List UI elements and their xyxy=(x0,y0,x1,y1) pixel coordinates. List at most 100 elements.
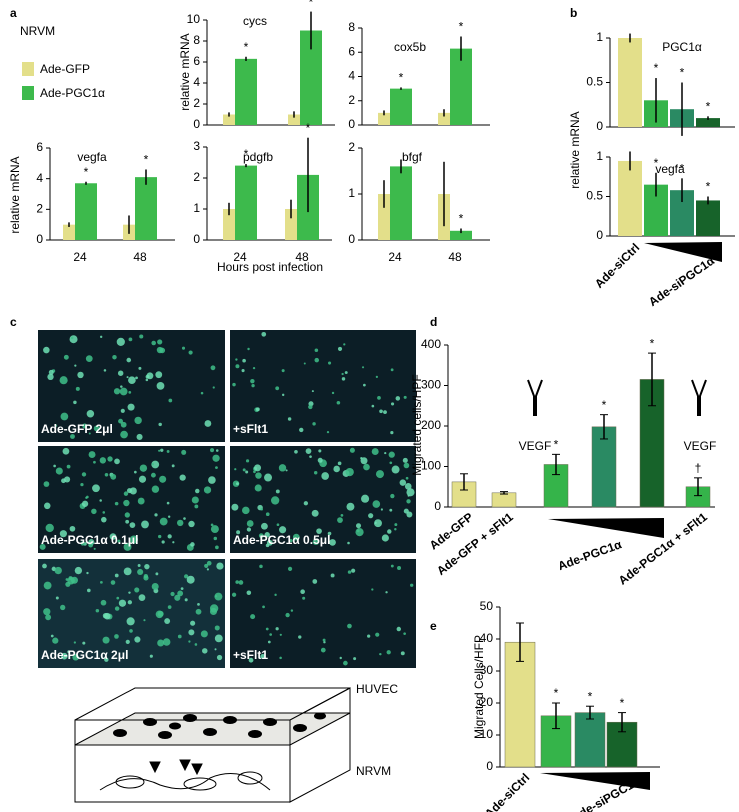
cell xyxy=(242,506,250,515)
cell xyxy=(214,634,223,643)
cell xyxy=(265,512,270,517)
group-label: Ade-siPGC1α xyxy=(646,253,717,309)
x-tick-label: 24 xyxy=(233,250,247,264)
significance-mark: * xyxy=(84,165,89,179)
cell xyxy=(388,451,395,458)
cell xyxy=(389,508,393,512)
cell xyxy=(267,640,271,644)
y-tick-label: 1 xyxy=(193,201,200,215)
cell xyxy=(72,654,79,661)
y-tick-label: 3 xyxy=(193,139,200,153)
cell xyxy=(383,410,387,415)
y-tick-label: 2 xyxy=(348,93,355,107)
cell xyxy=(276,523,280,527)
cell xyxy=(145,378,149,382)
y-tick-label: 0 xyxy=(596,119,603,133)
y-tick-label: 400 xyxy=(421,337,441,351)
cell xyxy=(126,376,129,379)
significance-mark: * xyxy=(706,99,711,113)
cell xyxy=(261,522,268,530)
cell xyxy=(384,451,387,455)
cell xyxy=(214,592,223,601)
cell xyxy=(242,468,246,472)
cell xyxy=(403,462,410,469)
cell xyxy=(117,370,124,376)
dose-wedge xyxy=(540,772,650,790)
cell xyxy=(86,588,91,593)
diagram-label: NRVM xyxy=(356,764,391,778)
y-tick-label: 0 xyxy=(348,117,355,131)
cell xyxy=(43,346,50,354)
antibody-icon xyxy=(691,379,707,416)
cell xyxy=(113,388,121,395)
cell xyxy=(54,424,58,427)
bar xyxy=(618,160,642,236)
cell xyxy=(303,501,309,506)
cell xyxy=(396,626,401,632)
cell xyxy=(326,430,330,434)
cell xyxy=(314,357,320,363)
cell xyxy=(134,587,140,593)
cell xyxy=(242,358,246,363)
cell xyxy=(285,469,288,472)
y-tick-label: 20 xyxy=(480,695,494,709)
cell xyxy=(235,358,238,361)
cell xyxy=(331,391,335,395)
cell xyxy=(160,448,164,452)
panel-label: c xyxy=(10,315,17,329)
cell xyxy=(143,619,146,622)
cell xyxy=(59,376,68,385)
x-axis-label: Hours post infection xyxy=(217,260,323,274)
cell xyxy=(123,543,132,551)
significance-mark: * xyxy=(680,162,685,176)
legend-swatch xyxy=(22,86,34,100)
cell xyxy=(371,448,379,456)
cell xyxy=(139,334,144,339)
y-axis-label: relative mRNA xyxy=(8,156,22,233)
cell xyxy=(92,484,100,493)
cell xyxy=(158,422,162,427)
cell xyxy=(231,503,239,511)
cell xyxy=(203,486,212,494)
y-tick-label: 2 xyxy=(193,96,200,110)
cell xyxy=(264,532,270,538)
cell xyxy=(176,519,184,527)
cell xyxy=(206,560,212,566)
cell xyxy=(155,371,163,379)
cell xyxy=(275,386,280,391)
cell xyxy=(405,476,409,480)
cell xyxy=(119,387,128,396)
cell xyxy=(275,489,280,494)
cell xyxy=(204,563,209,569)
cell xyxy=(124,512,130,518)
cell xyxy=(394,523,398,527)
cell xyxy=(39,543,46,550)
group-label: Ade-PGC1α xyxy=(556,537,624,573)
cell xyxy=(259,564,263,569)
panel-title: NRVM xyxy=(20,24,55,38)
cell xyxy=(377,396,381,400)
cell xyxy=(135,376,138,380)
y-tick-label: 2 xyxy=(193,170,200,184)
cell xyxy=(43,481,50,487)
cell xyxy=(157,639,165,647)
cell xyxy=(149,654,153,658)
micrograph-bg xyxy=(230,330,416,442)
bar xyxy=(591,426,617,508)
cell xyxy=(246,527,252,532)
cell xyxy=(339,656,342,660)
cell xyxy=(375,632,380,637)
micrograph-label: +sFlt1 xyxy=(233,422,268,436)
cell xyxy=(247,347,250,351)
cell xyxy=(404,483,412,490)
cell xyxy=(246,590,252,596)
cell xyxy=(134,416,142,425)
cell xyxy=(181,346,186,350)
chart-title: pdgfb xyxy=(243,150,273,164)
panel-label: b xyxy=(570,6,577,20)
cell xyxy=(114,458,120,465)
y-tick-label: 10 xyxy=(480,727,494,741)
cell xyxy=(88,451,96,459)
bar xyxy=(696,118,720,127)
cell xyxy=(82,641,86,645)
